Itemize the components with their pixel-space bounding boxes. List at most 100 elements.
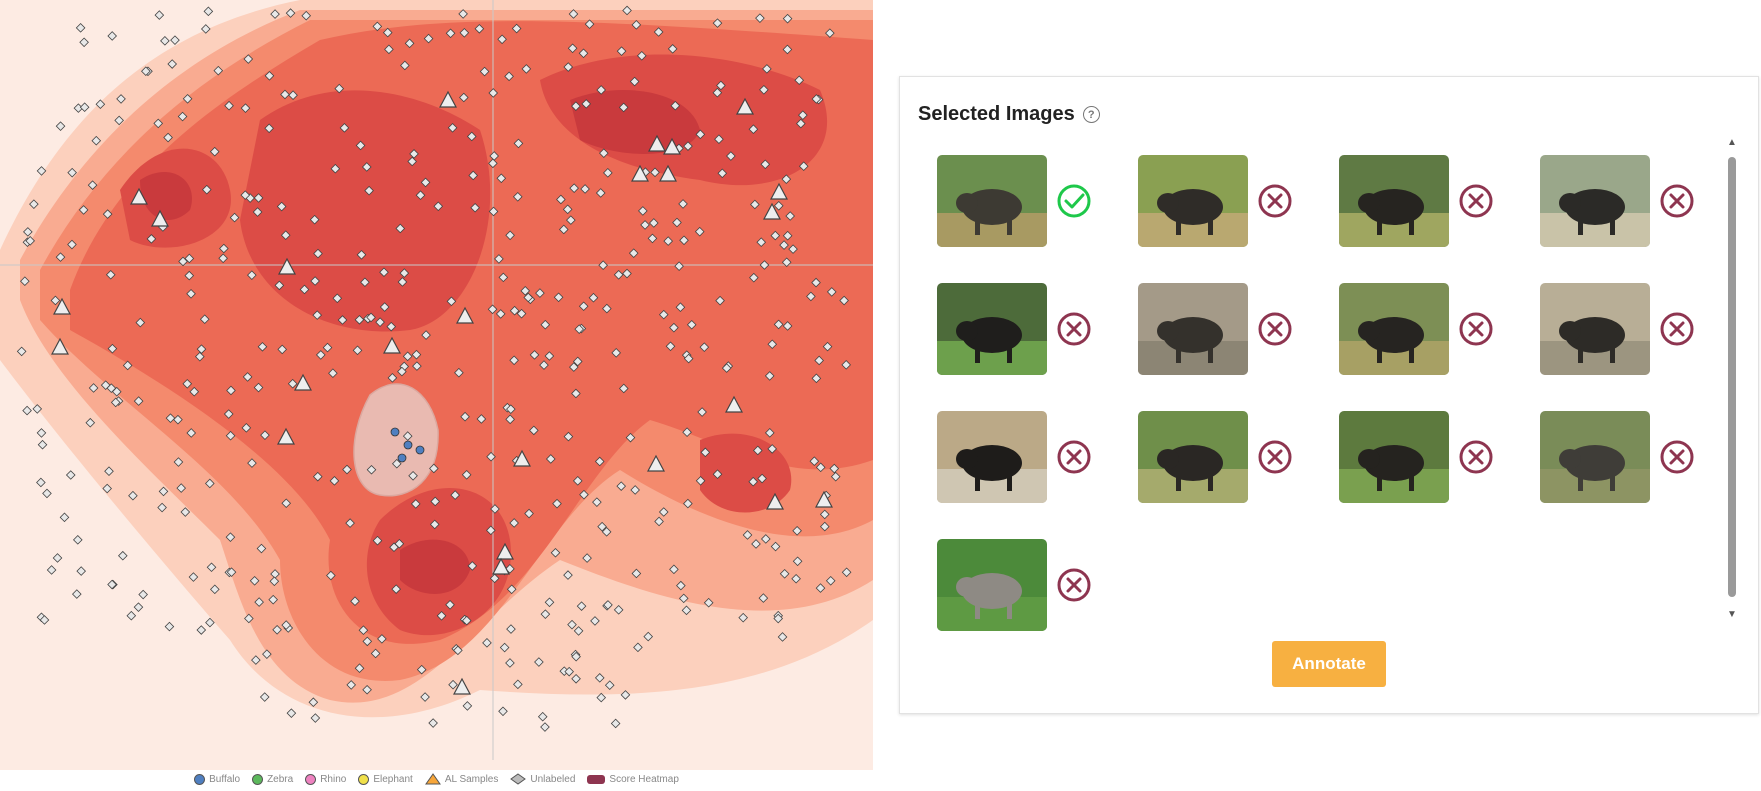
unlabeled-point[interactable] bbox=[277, 344, 288, 355]
unlabeled-point[interactable] bbox=[571, 388, 581, 399]
unlabeled-point[interactable] bbox=[699, 342, 710, 352]
unlabeled-point[interactable] bbox=[764, 428, 775, 438]
unlabeled-point[interactable] bbox=[779, 568, 790, 579]
unlabeled-point[interactable] bbox=[75, 23, 86, 33]
unlabeled-point[interactable] bbox=[760, 534, 771, 544]
unlabeled-point[interactable] bbox=[223, 409, 234, 419]
unlabeled-point[interactable] bbox=[490, 504, 500, 514]
unlabeled-point[interactable] bbox=[213, 65, 224, 76]
unlabeled-point[interactable] bbox=[470, 202, 480, 213]
unlabeled-point[interactable] bbox=[138, 589, 148, 600]
unlabeled-point[interactable] bbox=[841, 567, 852, 578]
unlabeled-point[interactable] bbox=[78, 205, 89, 215]
unlabeled-point[interactable] bbox=[667, 44, 678, 54]
unlabeled-point[interactable] bbox=[397, 366, 407, 377]
unlabeled-point[interactable] bbox=[85, 417, 96, 428]
unlabeled-point[interactable] bbox=[806, 291, 816, 302]
unlabeled-point[interactable] bbox=[329, 476, 340, 486]
unlabeled-point[interactable] bbox=[158, 486, 169, 497]
unlabeled-point[interactable] bbox=[461, 615, 472, 626]
unlabeled-point[interactable] bbox=[100, 380, 111, 390]
unlabeled-point[interactable] bbox=[540, 319, 551, 330]
unlabeled-point[interactable] bbox=[540, 722, 550, 732]
unlabeled-point[interactable] bbox=[487, 304, 498, 315]
unlabeled-point[interactable] bbox=[573, 626, 584, 636]
unlabeled-point[interactable] bbox=[206, 562, 217, 573]
unlabeled-point[interactable] bbox=[328, 368, 338, 379]
unlabeled-point[interactable] bbox=[682, 427, 692, 438]
unlabeled-point[interactable] bbox=[678, 199, 688, 209]
unlabeled-point[interactable] bbox=[669, 322, 679, 333]
unlabeled-point[interactable] bbox=[364, 185, 374, 196]
unlabeled-point[interactable] bbox=[312, 310, 323, 320]
image-tile[interactable] bbox=[937, 539, 1107, 631]
unlabeled-point[interactable] bbox=[450, 490, 460, 500]
unlabeled-point[interactable] bbox=[408, 470, 418, 481]
unlabeled-point[interactable] bbox=[46, 565, 57, 575]
unlabeled-point[interactable] bbox=[798, 110, 808, 120]
x-circle-icon[interactable] bbox=[1056, 439, 1092, 475]
unlabeled-point[interactable] bbox=[59, 512, 70, 523]
unlabeled-point[interactable] bbox=[603, 600, 613, 610]
unlabeled-point[interactable] bbox=[370, 648, 381, 659]
unlabeled-point[interactable] bbox=[173, 414, 183, 425]
unlabeled-point[interactable] bbox=[633, 642, 643, 653]
unlabeled-point[interactable] bbox=[552, 498, 562, 509]
unlabeled-point[interactable] bbox=[446, 296, 457, 307]
scroll-up-arrow-icon[interactable]: ▲ bbox=[1727, 137, 1737, 148]
unlabeled-point[interactable] bbox=[160, 36, 170, 46]
unlabeled-point[interactable] bbox=[674, 261, 684, 271]
unlabeled-point[interactable] bbox=[572, 356, 583, 367]
unlabeled-point[interactable] bbox=[280, 230, 291, 241]
unlabeled-point[interactable] bbox=[445, 28, 456, 39]
unlabeled-point[interactable] bbox=[494, 254, 504, 264]
unlabeled-point[interactable] bbox=[749, 272, 759, 283]
unlabeled-point[interactable] bbox=[759, 260, 770, 270]
unlabeled-point[interactable] bbox=[779, 240, 789, 250]
buffalo-point[interactable] bbox=[403, 440, 413, 450]
unlabeled-point[interactable] bbox=[420, 692, 430, 702]
unlabeled-point[interactable] bbox=[700, 447, 711, 458]
unlabeled-point[interactable] bbox=[466, 131, 477, 142]
unlabeled-point[interactable] bbox=[695, 129, 706, 140]
unlabeled-point[interactable] bbox=[618, 102, 629, 113]
unlabeled-point[interactable] bbox=[498, 272, 509, 283]
unlabeled-point[interactable] bbox=[505, 414, 515, 425]
unlabeled-point[interactable] bbox=[157, 502, 167, 513]
unlabeled-point[interactable] bbox=[588, 292, 599, 303]
image-tile[interactable] bbox=[1138, 283, 1308, 375]
unlabeled-point[interactable] bbox=[32, 404, 43, 414]
unlabeled-point[interactable] bbox=[596, 85, 606, 95]
unlabeled-point[interactable] bbox=[251, 655, 261, 665]
unlabeled-point[interactable] bbox=[210, 584, 220, 595]
unlabeled-point[interactable] bbox=[350, 596, 360, 607]
unlabeled-point[interactable] bbox=[382, 27, 393, 38]
unlabeled-point[interactable] bbox=[694, 226, 705, 237]
al-sample-triangle[interactable] bbox=[647, 454, 665, 472]
unlabeled-point[interactable] bbox=[153, 118, 164, 129]
unlabeled-point[interactable] bbox=[509, 305, 520, 316]
unlabeled-point[interactable] bbox=[107, 31, 118, 41]
al-sample-triangle[interactable] bbox=[631, 164, 649, 182]
unlabeled-point[interactable] bbox=[550, 547, 561, 558]
unlabeled-point[interactable] bbox=[650, 167, 660, 178]
unlabeled-point[interactable] bbox=[460, 411, 470, 422]
unlabeled-point[interactable] bbox=[163, 132, 173, 143]
unlabeled-point[interactable] bbox=[553, 292, 564, 303]
unlabeled-point[interactable] bbox=[209, 146, 220, 157]
unlabeled-point[interactable] bbox=[767, 444, 778, 454]
unlabeled-point[interactable] bbox=[366, 464, 377, 475]
unlabeled-point[interactable] bbox=[773, 319, 784, 330]
unlabeled-point[interactable] bbox=[118, 550, 128, 561]
unlabeled-point[interactable] bbox=[116, 94, 126, 104]
unlabeled-point[interactable] bbox=[782, 13, 793, 24]
unlabeled-point[interactable] bbox=[356, 250, 367, 260]
unlabeled-point[interactable] bbox=[757, 473, 767, 484]
unlabeled-point[interactable] bbox=[524, 508, 534, 519]
unlabeled-point[interactable] bbox=[594, 456, 605, 467]
unlabeled-point[interactable] bbox=[391, 458, 402, 469]
unlabeled-point[interactable] bbox=[594, 673, 605, 683]
unlabeled-point[interactable] bbox=[362, 636, 373, 647]
unlabeled-point[interactable] bbox=[781, 257, 792, 268]
al-sample-triangle[interactable] bbox=[383, 336, 401, 354]
